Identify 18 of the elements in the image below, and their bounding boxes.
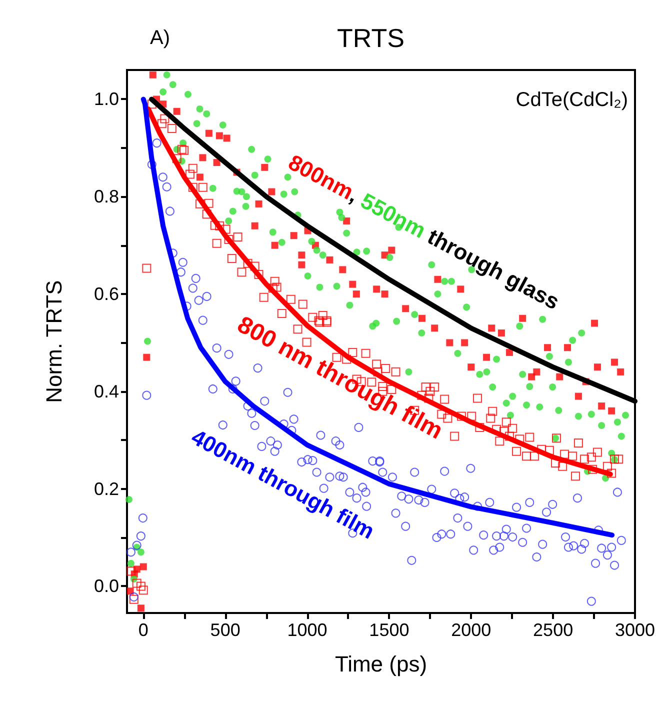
chart-title: TRTS — [337, 23, 404, 53]
y-tick-label: 1.0 — [94, 89, 119, 110]
y-tick-label: 0.6 — [94, 284, 119, 304]
x-tick-label: 0 — [138, 620, 148, 640]
y-tick-label: 0.8 — [94, 186, 119, 207]
x-tick-label: 2500 — [533, 620, 574, 640]
x-tick-label: 1000 — [287, 620, 328, 640]
x-tick-label: 500 — [210, 620, 240, 640]
annotation: CdTe(CdCl₂) — [516, 89, 628, 111]
y-tick-label: 0.4 — [94, 381, 119, 402]
y-tick-label: 0.2 — [94, 478, 119, 499]
x-tick-label: 3000 — [614, 620, 656, 640]
y-tick-label: 0.0 — [94, 576, 119, 596]
y-axis-title: Norm. TRTS — [42, 280, 66, 403]
text: A) — [150, 27, 170, 49]
x-tick-label: 2000 — [451, 620, 492, 640]
x-tick-label: 1500 — [369, 620, 410, 640]
x-axis-title: Time (ps) — [334, 652, 428, 676]
